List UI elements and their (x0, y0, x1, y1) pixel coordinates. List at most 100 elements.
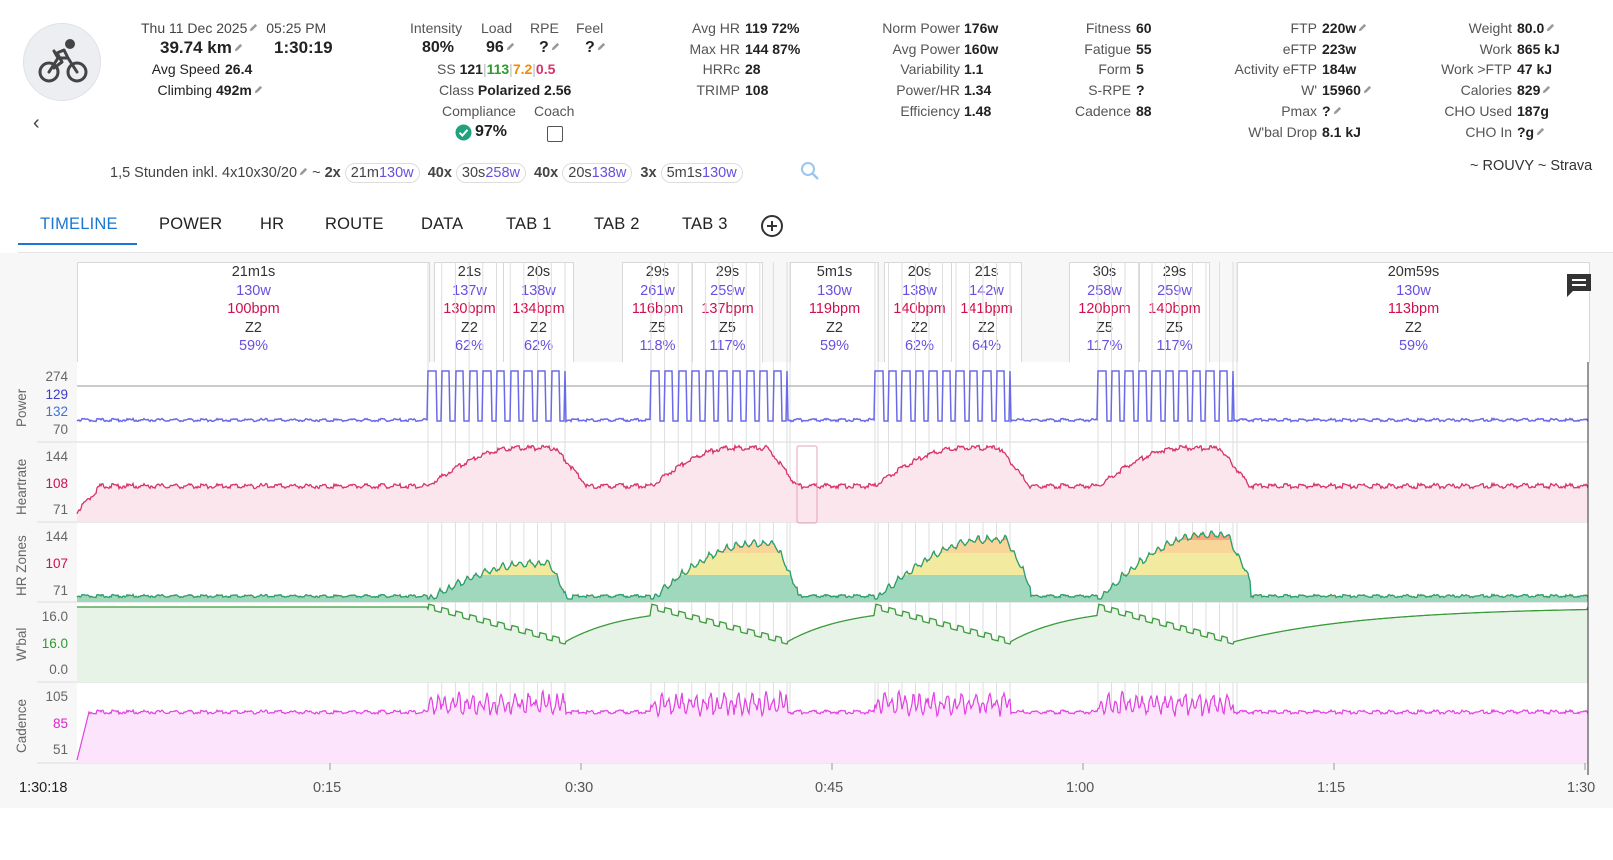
segment-p: 117% (1086, 338, 1123, 354)
trimp-value: 108 (745, 82, 769, 98)
back-chevron-icon[interactable]: ‹ (33, 112, 40, 134)
pencil-icon[interactable] (551, 42, 560, 51)
pencil-icon[interactable] (1536, 127, 1545, 136)
power-tick-129: 129 (45, 387, 68, 402)
segment-bpm: 119bpm (808, 301, 861, 317)
avg-hr-num: 119 (745, 20, 768, 36)
segment-header[interactable]: 21m1s 130w 100bpm Z2 59% (77, 262, 430, 363)
search-icon[interactable] (800, 161, 820, 186)
workout-chip[interactable]: 3x 5m1s130w (640, 163, 743, 183)
pmax-label: Pmax (1281, 103, 1317, 119)
hr-tick-71: 71 (52, 502, 68, 517)
x-tick: 1:00 (1066, 780, 1095, 796)
pmax-value[interactable]: ? (1322, 101, 1342, 122)
fatigue-label: Fatigue (1084, 41, 1131, 57)
distance[interactable]: 39.74 km (160, 38, 243, 58)
w-prime-value[interactable]: 15960 (1322, 80, 1372, 101)
chip-watts: 138w (591, 165, 627, 181)
segment-bpm: 137bpm (701, 301, 754, 317)
x-start-label: 1:30:18 (19, 780, 68, 796)
calories-value[interactable]: 829 (1517, 80, 1551, 101)
w-prime-text: 15960 (1322, 82, 1361, 98)
segment-header[interactable]: 20s 138w 134bpm Z2 62% (503, 262, 574, 363)
eftp-label: eFTP (1282, 41, 1317, 57)
pencil-icon[interactable] (1333, 106, 1342, 115)
segment-bpm: 140bpm (893, 301, 946, 317)
chip-duration: 5m1s (666, 165, 703, 181)
rpe-text: ? (539, 39, 549, 56)
weight-value[interactable]: 80.0 (1517, 18, 1555, 39)
cho-used-label: CHO Used (1444, 103, 1512, 119)
tab-route[interactable]: ROUTE (325, 215, 384, 233)
hrz-tick-144: 144 (45, 529, 68, 544)
hrz-tick-107: 107 (45, 556, 68, 571)
power-trace (76, 370, 1589, 424)
hr-area (77, 445, 1588, 522)
segment-dur: 21m1s (231, 264, 276, 280)
segment-header[interactable]: 29s 261w 116bpm Z5 118% (622, 262, 693, 363)
pencil-icon[interactable] (1358, 23, 1367, 32)
workout-tilde: ~ (312, 165, 321, 181)
segment-w: 258w (1087, 282, 1122, 299)
load-text: 96 (486, 39, 504, 56)
pencil-icon[interactable] (254, 85, 263, 94)
activity-avatar[interactable] (23, 23, 101, 101)
tab-hr[interactable]: HR (260, 215, 285, 233)
tab-data[interactable]: DATA (421, 215, 464, 233)
segment-z: Z2 (530, 319, 547, 336)
segment-bpm: 113bpm (1387, 301, 1440, 317)
fatigue-value: 55 (1136, 41, 1152, 57)
pencil-icon[interactable] (234, 43, 243, 52)
cadence-value: 88 (1136, 103, 1152, 119)
workout-chip[interactable]: 40x 30s258w (428, 163, 526, 183)
climbing-value[interactable]: 492m (216, 80, 263, 101)
tab-1[interactable]: TAB 1 (506, 215, 552, 233)
pencil-icon[interactable] (299, 167, 308, 176)
segment-z: Z2 (978, 319, 995, 336)
segment-header[interactable]: 29s 259w 137bpm Z5 117% (692, 262, 763, 363)
tab-power[interactable]: POWER (159, 215, 223, 233)
distance-value: 39.74 km (160, 38, 232, 57)
workout-chip[interactable]: 40x 20s138w (534, 163, 633, 183)
feel-value[interactable]: ? (585, 39, 606, 57)
wbal-area (77, 604, 1588, 682)
segment-dur: 29s (645, 264, 670, 280)
x-tick: 1:30 (1567, 780, 1596, 796)
compliance-label: Compliance (442, 103, 516, 119)
activity-date[interactable]: Thu 11 Dec 2025 (141, 20, 248, 36)
tab-3[interactable]: TAB 3 (682, 215, 728, 233)
pencil-icon[interactable] (1363, 85, 1372, 94)
compliance-value: 97% (475, 123, 508, 140)
segment-header[interactable]: 20s 138w 140bpm Z2 62% (884, 262, 955, 363)
comment-icon[interactable] (1565, 272, 1593, 303)
coach-checkbox[interactable] (547, 126, 563, 142)
ftp-value[interactable]: 220w (1322, 18, 1367, 39)
pencil-icon[interactable] (249, 23, 258, 32)
activity-eftp-value: 184w (1322, 61, 1357, 77)
activity-date-row: Thu 11 Dec 2025 05:25 PM (141, 18, 326, 39)
segment-z: Z5 (1096, 319, 1113, 336)
power-tick-132: 132 (45, 404, 68, 419)
work-ftp-value: 47 kJ (1517, 61, 1553, 77)
cad-tick-85: 85 (52, 716, 68, 731)
tab-timeline[interactable]: TIMELINE (40, 215, 118, 233)
avg-power-label: Avg Power (892, 41, 960, 57)
cho-in-value[interactable]: ?g (1517, 122, 1545, 143)
load-value[interactable]: 96 (486, 39, 515, 57)
pencil-icon[interactable] (1546, 23, 1555, 32)
segment-w: 130w (236, 282, 271, 299)
avg-speed-value: 26.4 (225, 61, 253, 77)
pencil-icon[interactable] (597, 42, 606, 51)
add-tab-icon[interactable] (760, 214, 784, 243)
workout-name[interactable]: 1,5 Stunden inkl. 4x10x30/20 (110, 165, 298, 181)
chip-count: 3x (640, 165, 657, 181)
cadence-trace (76, 689, 1589, 761)
tab-2[interactable]: TAB 2 (594, 215, 640, 233)
rpe-value[interactable]: ? (539, 39, 560, 57)
workout-chip[interactable]: 2x 21m130w (325, 163, 420, 183)
segment-z: Z5 (649, 319, 666, 336)
sources[interactable]: ~ ROUVY ~ Strava (1470, 158, 1593, 174)
pencil-icon[interactable] (1542, 85, 1551, 94)
pencil-icon[interactable] (506, 42, 515, 51)
